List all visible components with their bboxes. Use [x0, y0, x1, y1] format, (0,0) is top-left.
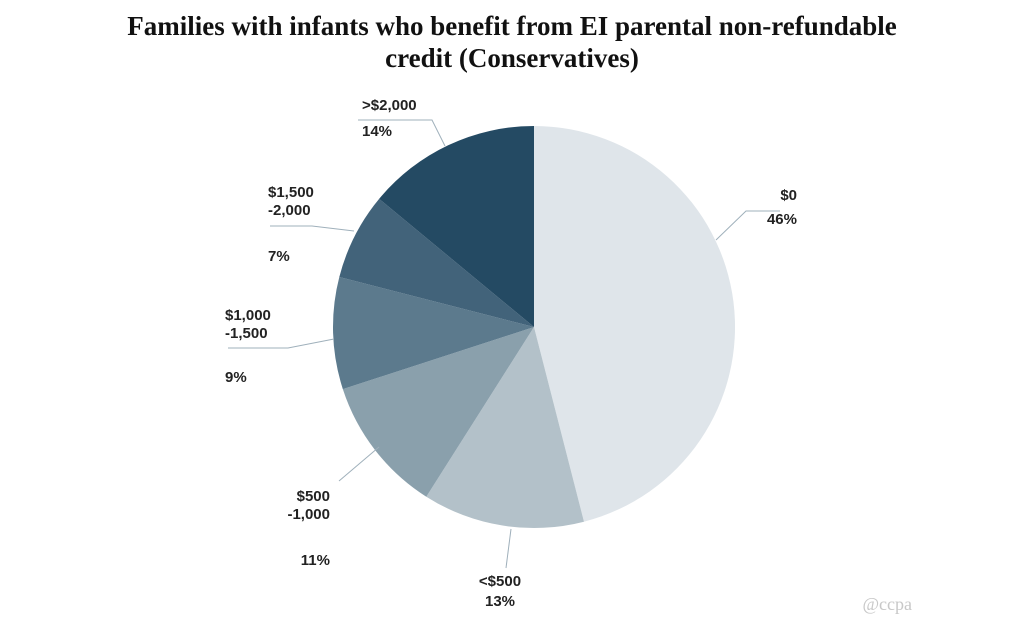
- pie-slices: [332, 126, 736, 529]
- slice-value-label-1: 46%: [767, 211, 797, 228]
- slice-label-5-line-1: $1,500: [268, 184, 314, 201]
- slice-label-2-line-1: <$500: [479, 573, 521, 590]
- slice-label-3-line-2: -1,000: [287, 506, 330, 523]
- slice-value-label-2: 13%: [485, 593, 515, 610]
- leader-line-5: [270, 225, 355, 232]
- pie-slice-2: [426, 327, 584, 529]
- leader-line-4: [228, 338, 335, 349]
- leader-line-6: [358, 119, 446, 147]
- leader-line-1: [715, 210, 780, 241]
- slice-label-1-line-1: $0: [780, 187, 797, 204]
- slice-label-4-line-1: $1,000: [225, 307, 271, 324]
- slice-labels: $0 46% <$500 13% $500-1,000 11% $1,000-1,500 9%…: [225, 97, 797, 610]
- slice-label-6-line-1: >$2,000: [362, 97, 417, 114]
- slice-value-label-4: 9%: [225, 369, 247, 386]
- leader-line-3: [338, 446, 380, 482]
- slice-value-label-3: 11%: [301, 552, 330, 569]
- leader-lines: [228, 119, 780, 569]
- slice-label-3-line-1: $500: [297, 488, 330, 505]
- slice-value-label-6: 14%: [362, 123, 392, 140]
- slice-label-5-line-2: -2,000: [268, 202, 311, 219]
- chart-title: Families with infants who benefit from E…: [0, 10, 1024, 74]
- pie-slice-1: [534, 126, 736, 522]
- pie-slice-6: [379, 126, 534, 327]
- pie-slice-4: [332, 277, 534, 390]
- slice-value-label-5: 7%: [268, 248, 290, 265]
- pie-slice-5: [339, 198, 534, 327]
- chart-title-line-1: Families with infants who benefit from E…: [127, 11, 897, 41]
- slice-label-4-line-2: -1,500: [225, 325, 268, 342]
- watermark-ccpa: @ccpa: [862, 594, 912, 614]
- leader-line-2: [505, 528, 512, 569]
- chart-title-line-2: credit (Conservatives): [385, 43, 639, 73]
- pie-slice-3: [342, 327, 534, 497]
